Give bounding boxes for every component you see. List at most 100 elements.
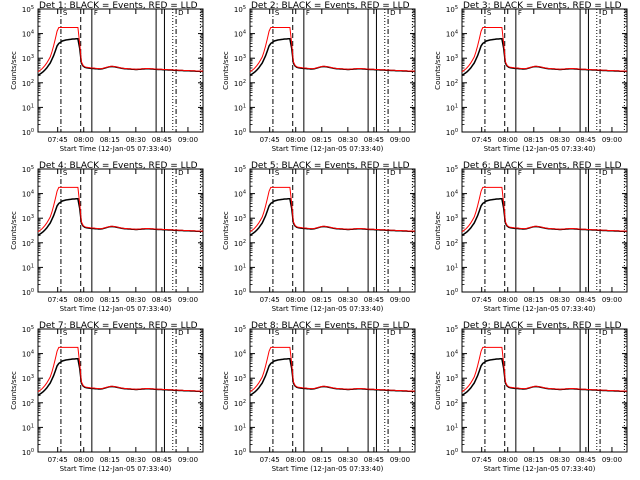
y-tick-label: 105 bbox=[234, 5, 246, 14]
x-tick-label: 08:00 bbox=[74, 136, 94, 144]
series-lld bbox=[249, 186, 416, 233]
y-tick-label: 102 bbox=[446, 399, 458, 408]
x-tick-label: 08:45 bbox=[576, 136, 596, 144]
event-marker-S: S bbox=[63, 169, 68, 177]
x-tick-label: 07:45 bbox=[48, 296, 68, 304]
series-lld bbox=[37, 346, 204, 393]
x-tick-label: 07:45 bbox=[260, 136, 280, 144]
plot-frame bbox=[37, 8, 204, 133]
event-marker-D: D bbox=[602, 9, 607, 17]
x-tick-label: 07:45 bbox=[472, 136, 492, 144]
x-axis-label: Start Time (12-Jan-05 07:33:40) bbox=[484, 145, 596, 153]
y-tick-label: 101 bbox=[22, 103, 34, 112]
y-tick-label: 103 bbox=[446, 214, 458, 223]
panel-title: Det 9: BLACK = Events, RED = LLD bbox=[463, 321, 622, 331]
y-tick-label: 105 bbox=[446, 165, 458, 174]
plot-frame bbox=[37, 328, 204, 453]
series-lld bbox=[461, 27, 628, 73]
x-axis-label: Start Time (12-Jan-05 07:33:40) bbox=[484, 305, 596, 313]
y-tick-label: 102 bbox=[22, 79, 34, 88]
x-tick-label: 08:15 bbox=[524, 456, 544, 464]
event-marker-S: S bbox=[275, 329, 280, 337]
x-axis-label: Start Time (12-Jan-05 07:33:40) bbox=[60, 465, 172, 473]
event-marker-S: S bbox=[487, 329, 492, 337]
panel-title: Det 2: BLACK = Events, RED = LLD bbox=[251, 1, 410, 11]
y-tick-label: 103 bbox=[22, 214, 34, 223]
x-tick-label: 09:00 bbox=[178, 456, 198, 464]
y-tick-label: 100 bbox=[22, 448, 34, 457]
y-axis-label: Counts/sec bbox=[434, 371, 442, 410]
event-marker-F: F bbox=[94, 329, 98, 337]
x-tick-label: 08:45 bbox=[576, 456, 596, 464]
y-tick-label: 101 bbox=[22, 423, 34, 432]
y-tick-label: 100 bbox=[234, 128, 246, 137]
panel-title: Det 6: BLACK = Events, RED = LLD bbox=[463, 161, 622, 171]
x-tick-label: 08:15 bbox=[100, 456, 120, 464]
x-tick-label: 09:00 bbox=[390, 456, 410, 464]
event-marker-S: S bbox=[63, 329, 68, 337]
series-lld bbox=[461, 186, 628, 233]
panel-det-5: Det 5: BLACK = Events, RED = LLD 100 101 10… bbox=[222, 161, 416, 313]
y-tick-label: 105 bbox=[22, 325, 34, 334]
panel-det-6: Det 6: BLACK = Events, RED = LLD 100 101 10… bbox=[434, 161, 628, 313]
x-tick-label: 08:45 bbox=[152, 296, 172, 304]
y-tick-label: 104 bbox=[234, 30, 246, 39]
y-tick-label: 103 bbox=[234, 54, 246, 63]
x-tick-label: 08:45 bbox=[364, 136, 384, 144]
y-tick-label: 102 bbox=[234, 399, 246, 408]
y-tick-label: 104 bbox=[22, 30, 34, 39]
y-tick-label: 104 bbox=[22, 350, 34, 359]
y-tick-label: 101 bbox=[22, 263, 34, 272]
y-tick-label: 101 bbox=[234, 263, 246, 272]
event-marker-D: D bbox=[390, 329, 395, 337]
y-tick-label: 102 bbox=[22, 399, 34, 408]
y-tick-label: 104 bbox=[234, 350, 246, 359]
event-marker-F: F bbox=[518, 329, 522, 337]
x-tick-label: 09:00 bbox=[390, 296, 410, 304]
y-axis-label: Counts/sec bbox=[434, 51, 442, 90]
y-tick-label: 105 bbox=[234, 325, 246, 334]
y-tick-label: 101 bbox=[446, 263, 458, 272]
x-tick-label: 08:00 bbox=[286, 296, 306, 304]
y-axis-label: Counts/sec bbox=[10, 371, 18, 410]
y-tick-label: 100 bbox=[234, 288, 246, 297]
y-tick-label: 100 bbox=[446, 128, 458, 137]
x-tick-label: 07:45 bbox=[48, 136, 68, 144]
event-marker-D: D bbox=[178, 9, 183, 17]
event-marker-F: F bbox=[518, 9, 522, 17]
x-tick-label: 08:30 bbox=[550, 456, 570, 464]
event-marker-F: F bbox=[306, 9, 310, 17]
plot-frame bbox=[249, 8, 416, 133]
series-lld bbox=[249, 346, 416, 393]
y-tick-label: 100 bbox=[22, 288, 34, 297]
x-tick-label: 07:45 bbox=[260, 456, 280, 464]
event-marker-D: D bbox=[178, 329, 183, 337]
y-axis-label: Counts/sec bbox=[222, 51, 230, 90]
panel-title: Det 3: BLACK = Events, RED = LLD bbox=[463, 1, 622, 11]
y-tick-label: 103 bbox=[22, 374, 34, 383]
y-tick-label: 103 bbox=[446, 54, 458, 63]
event-marker-F: F bbox=[518, 169, 522, 177]
x-tick-label: 09:00 bbox=[602, 296, 622, 304]
event-marker-S: S bbox=[275, 9, 280, 17]
event-marker-D: D bbox=[602, 169, 607, 177]
x-axis-label: Start Time (12-Jan-05 07:33:40) bbox=[60, 145, 172, 153]
x-tick-label: 08:00 bbox=[74, 456, 94, 464]
x-tick-label: 07:45 bbox=[472, 456, 492, 464]
event-marker-D: D bbox=[602, 329, 607, 337]
y-tick-label: 104 bbox=[446, 350, 458, 359]
x-axis-label: Start Time (12-Jan-05 07:33:40) bbox=[272, 305, 384, 313]
y-tick-label: 101 bbox=[234, 423, 246, 432]
x-tick-label: 08:15 bbox=[312, 456, 332, 464]
y-tick-label: 101 bbox=[234, 103, 246, 112]
series-lld bbox=[37, 186, 204, 233]
y-tick-label: 105 bbox=[234, 165, 246, 174]
x-tick-label: 08:45 bbox=[364, 456, 384, 464]
y-tick-label: 105 bbox=[446, 5, 458, 14]
event-marker-F: F bbox=[94, 169, 98, 177]
x-tick-label: 08:15 bbox=[312, 136, 332, 144]
x-tick-label: 08:45 bbox=[152, 456, 172, 464]
y-axis-label: Counts/sec bbox=[222, 211, 230, 250]
x-tick-label: 08:30 bbox=[126, 296, 146, 304]
